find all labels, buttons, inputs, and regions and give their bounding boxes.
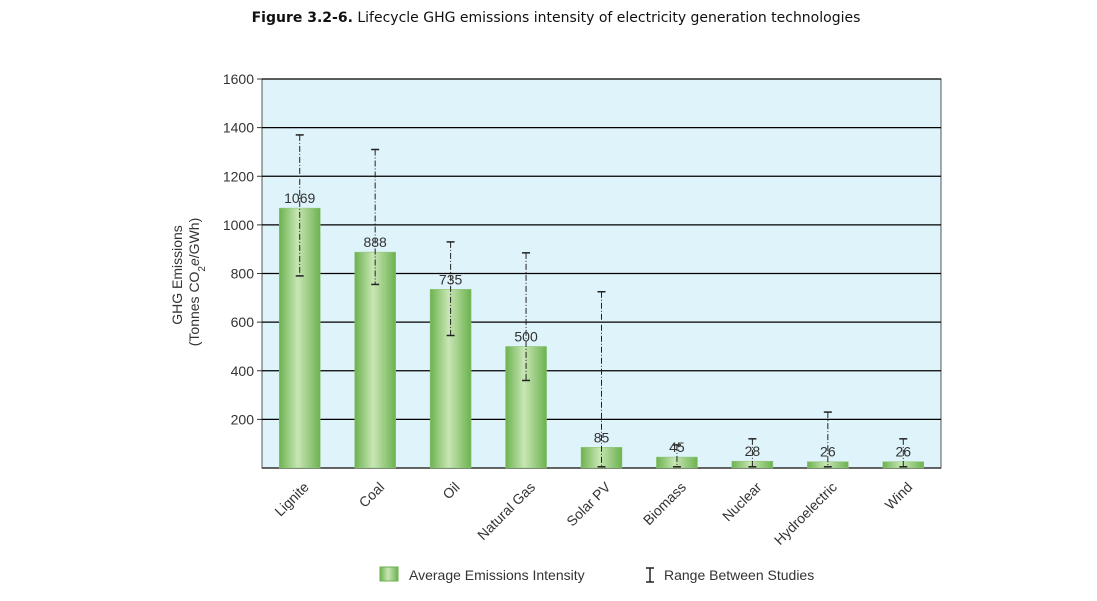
bar-lignite xyxy=(278,207,321,469)
y-tick-label-1600: 1600 xyxy=(223,71,254,87)
data-label-0: 1069 xyxy=(284,190,315,206)
x-category-label-4: Solar PV xyxy=(563,478,614,529)
y-tick-label-1200: 1200 xyxy=(223,168,254,184)
data-label-3: 500 xyxy=(514,328,538,344)
data-label-2: 735 xyxy=(439,271,463,287)
y-axis-label-line2: (Tonnes CO2e/GWh) xyxy=(186,218,208,347)
x-category-label-3: Natural Gas xyxy=(474,479,538,543)
y-axis-label: GHG Emissions (Tonnes CO2e/GWh) xyxy=(169,218,208,347)
data-label-6: 28 xyxy=(745,443,761,459)
y-label-part-b: e xyxy=(186,258,202,266)
data-label-7: 26 xyxy=(820,444,836,460)
data-label-4: 85 xyxy=(594,429,610,445)
y-tick-label-800: 800 xyxy=(231,266,255,282)
y-tick-label-600: 600 xyxy=(231,314,255,330)
x-category-label-7: Hydroelectric xyxy=(771,479,840,548)
y-tick-label-1400: 1400 xyxy=(223,120,254,136)
legend-range-label: Range Between Studies xyxy=(664,567,814,583)
x-category-label-8: Wind xyxy=(882,479,916,513)
data-label-1: 888 xyxy=(363,234,387,250)
legend: Average Emissions Intensity Range Betwee… xyxy=(379,566,814,583)
figure-label: Figure 3.2-6. xyxy=(251,10,353,26)
data-label-5: 45 xyxy=(669,439,685,455)
legend-bar-label: Average Emissions Intensity xyxy=(409,567,585,583)
y-label-sub: 2 xyxy=(197,266,208,272)
data-label-8: 26 xyxy=(895,444,911,460)
y-tick-label-1000: 1000 xyxy=(223,217,254,233)
y-label-part-a: (Tonnes CO xyxy=(186,271,202,346)
x-category-label-2: Oil xyxy=(439,479,462,502)
figure-title: Figure 3.2-6. Lifecycle GHG emissions in… xyxy=(0,10,1097,26)
x-category-label-6: Nuclear xyxy=(719,479,765,525)
x-category-label-1: Coal xyxy=(356,479,388,511)
bar-coal xyxy=(354,251,396,469)
x-category-label-0: Lignite xyxy=(271,479,312,520)
y-tick-label-400: 400 xyxy=(231,363,255,379)
y-tick-label-200: 200 xyxy=(231,411,255,427)
y-axis-label-line1: GHG Emissions xyxy=(169,225,185,325)
legend-bar-swatch xyxy=(379,566,399,582)
figure-caption: Lifecycle GHG emissions intensity of ele… xyxy=(357,10,861,26)
y-label-part-c: /GWh) xyxy=(186,218,202,258)
x-category-label-5: Biomass xyxy=(640,479,689,528)
legend-range-icon xyxy=(646,567,654,583)
